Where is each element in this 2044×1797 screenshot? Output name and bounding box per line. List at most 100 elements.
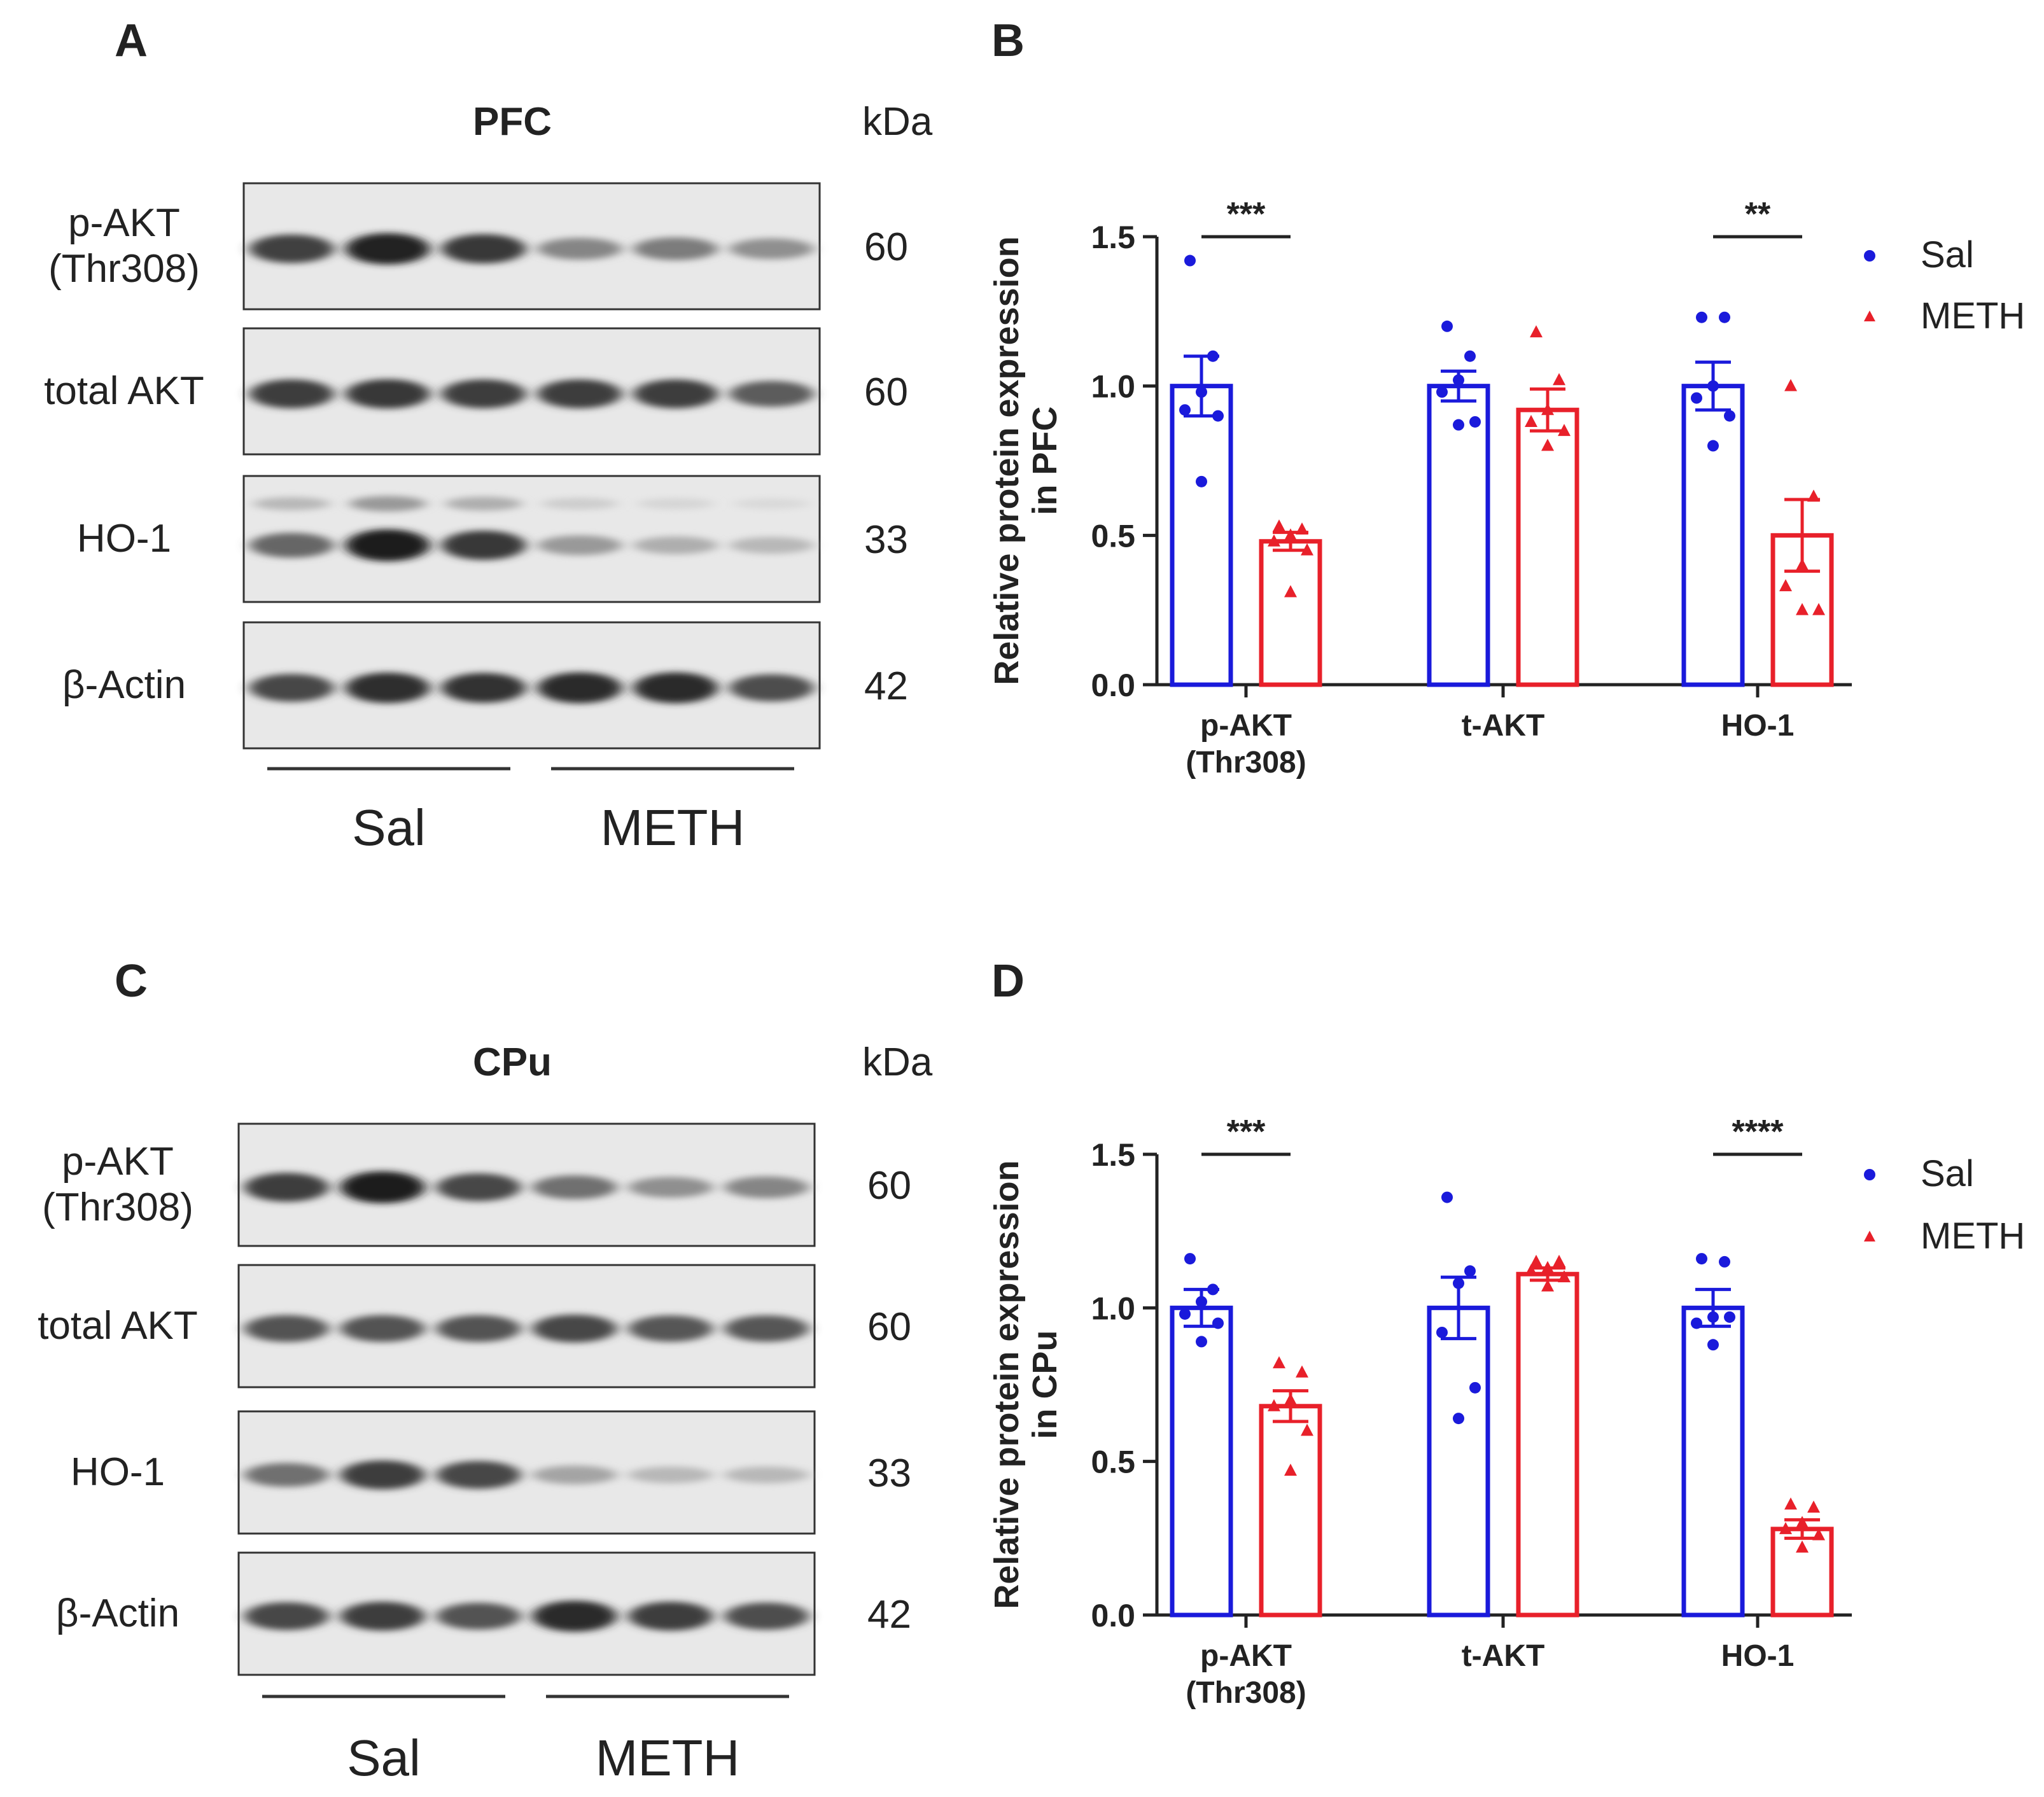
panel-letter: D: [991, 956, 1025, 1007]
data-point: [1464, 1265, 1476, 1277]
blot-band: [729, 238, 814, 260]
blot-band: [249, 379, 334, 409]
data-point: [1541, 1261, 1554, 1273]
data-point: [1301, 543, 1313, 556]
y-axis-label-line: Relative protein expression: [988, 1160, 1026, 1609]
blot-row-label: total AKT: [38, 1304, 198, 1348]
data-point: [1179, 1308, 1191, 1320]
data-point: [1212, 410, 1224, 422]
data-point: [1196, 386, 1207, 398]
blot-band: [729, 536, 814, 554]
blot-band: [441, 530, 526, 561]
blot-row: total AKT 60: [38, 1264, 911, 1388]
bar: [1427, 384, 1490, 687]
y-tick-label: 0.0: [1091, 1598, 1135, 1633]
data-point: [1469, 416, 1481, 428]
blot-row-label: (Thr308): [42, 1185, 193, 1229]
bar: [1516, 407, 1579, 687]
data-point: [1525, 1264, 1537, 1276]
blot-band: [532, 1600, 617, 1632]
blot-band-upper: [349, 496, 426, 512]
bar: [1681, 1305, 1745, 1618]
blot-band: [436, 1315, 521, 1343]
blot-membrane: [237, 1410, 816, 1535]
blot-row: HO-1 33: [77, 475, 908, 603]
significance-stars: **: [1745, 196, 1771, 233]
legend-label-sal: Sal: [1921, 234, 1974, 276]
blot-row: total AKT 60: [44, 327, 908, 456]
data-point: [1707, 380, 1719, 392]
y-tick-label: 1.5: [1091, 220, 1135, 255]
blot-band: [340, 1315, 425, 1343]
x-tick-label: t-AKT: [1462, 1639, 1545, 1673]
blot-band: [724, 1466, 809, 1484]
data-point: [1196, 1296, 1207, 1308]
bar: [1681, 384, 1745, 687]
data-point: [1812, 603, 1825, 615]
kda-header: kDa: [862, 1040, 933, 1084]
blot-band: [345, 379, 430, 409]
group-label-meth: METH: [596, 1730, 740, 1786]
blot-panel-c: C CPu kDa p-AKT(Thr308) 60 total AKT 60 HO-1 33 β…: [38, 956, 933, 1786]
panel-letter: C: [115, 956, 148, 1007]
panel-letter: A: [115, 15, 148, 66]
data-point: [1784, 1497, 1797, 1510]
data-point: [1273, 1356, 1285, 1369]
x-tick-label: p-AKT: [1200, 1639, 1292, 1673]
data-point: [1268, 1399, 1280, 1411]
data-point: [1273, 519, 1285, 532]
blot-band: [729, 674, 814, 702]
legend-marker-sal: [1864, 250, 1875, 262]
blot-band: [537, 535, 622, 556]
blot-row-label: p-AKT: [62, 1140, 174, 1184]
blot-band: [340, 1171, 425, 1204]
x-tick-label: p-AKT: [1200, 709, 1292, 743]
blot-row: p-AKT(Thr308) 60: [42, 1122, 911, 1247]
data-point: [1553, 373, 1565, 386]
data-point: [1796, 1516, 1809, 1528]
data-point: [1707, 1339, 1719, 1351]
data-point: [1301, 1423, 1313, 1436]
data-point: [1719, 1255, 1730, 1268]
blot-band: [249, 533, 334, 558]
y-tick-label: 0.0: [1091, 668, 1135, 703]
data-point: [1779, 579, 1792, 592]
data-point: [1184, 255, 1196, 267]
blot-row: p-AKT(Thr308) 60: [48, 182, 908, 311]
significance-stars: ****: [1732, 1114, 1784, 1150]
data-point: [1779, 1521, 1792, 1534]
blot-band: [628, 1177, 713, 1198]
data-point: [1696, 1253, 1707, 1265]
x-tick-label: HO-1: [1721, 709, 1795, 743]
legend: Sal METH: [1864, 234, 2025, 337]
kda-value: 60: [867, 1305, 911, 1349]
blot-band: [340, 1602, 425, 1631]
blot-row: HO-1 33: [71, 1410, 911, 1535]
blot-band: [532, 1175, 617, 1199]
kda-value: 33: [867, 1451, 911, 1495]
legend-marker-meth: [1864, 1231, 1875, 1241]
kda-header: kDa: [862, 100, 933, 144]
blot-membrane: [237, 1551, 816, 1676]
legend-label-meth: METH: [1921, 1215, 2025, 1257]
data-point: [1558, 1270, 1571, 1283]
data-point: [1196, 1336, 1207, 1348]
blot-membrane: [242, 327, 821, 456]
blot-row-label: β-Actin: [62, 663, 186, 707]
blot-membrane: [242, 621, 821, 750]
y-tick-label: 1.5: [1091, 1137, 1135, 1173]
bar: [1516, 1271, 1579, 1618]
bar-chart-d: D 0.0 0.5 1.0 1.5 Relative protein expression…: [988, 956, 2025, 1710]
group-label-sal: Sal: [347, 1730, 421, 1786]
data-point: [1541, 1279, 1554, 1292]
kda-value: 60: [867, 1164, 911, 1208]
blot-row-label: β-Actin: [56, 1591, 179, 1635]
kda-value: 42: [867, 1593, 911, 1637]
data-point: [1796, 1540, 1809, 1553]
y-tick-label: 1.0: [1091, 1290, 1135, 1326]
data-point: [1436, 386, 1448, 398]
data-point: [1691, 1317, 1702, 1329]
blot-band: [628, 1315, 713, 1342]
significance-stars: ***: [1227, 196, 1266, 233]
